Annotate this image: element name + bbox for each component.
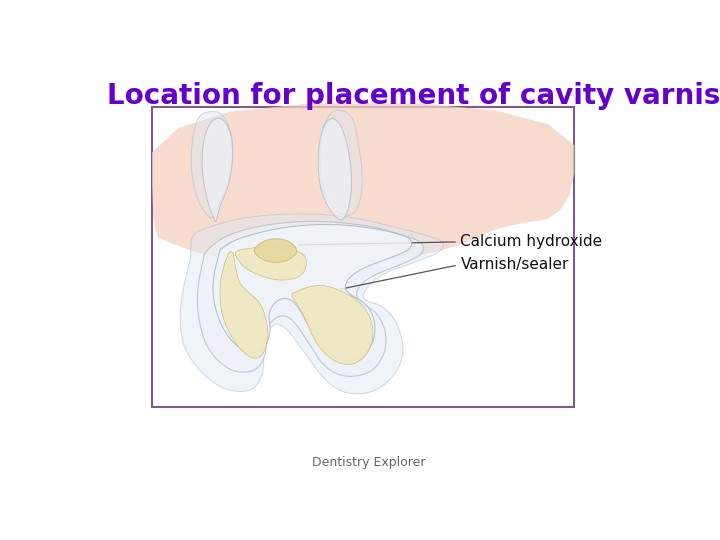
Polygon shape bbox=[220, 252, 268, 358]
Polygon shape bbox=[292, 286, 373, 364]
Polygon shape bbox=[254, 239, 297, 262]
Polygon shape bbox=[235, 247, 307, 280]
Polygon shape bbox=[213, 225, 412, 359]
Polygon shape bbox=[192, 112, 233, 218]
Text: Location for placement of cavity varnish: Location for placement of cavity varnish bbox=[107, 82, 720, 110]
Polygon shape bbox=[152, 103, 575, 263]
Polygon shape bbox=[318, 119, 351, 220]
Polygon shape bbox=[197, 221, 423, 376]
Text: Dentistry Explorer: Dentistry Explorer bbox=[312, 456, 426, 469]
Text: Calcium hydroxide: Calcium hydroxide bbox=[461, 234, 603, 249]
Text: Varnish/sealer: Varnish/sealer bbox=[461, 258, 569, 273]
Bar bbox=[152, 107, 575, 408]
Polygon shape bbox=[180, 214, 444, 394]
Polygon shape bbox=[320, 110, 362, 215]
Polygon shape bbox=[202, 118, 233, 222]
